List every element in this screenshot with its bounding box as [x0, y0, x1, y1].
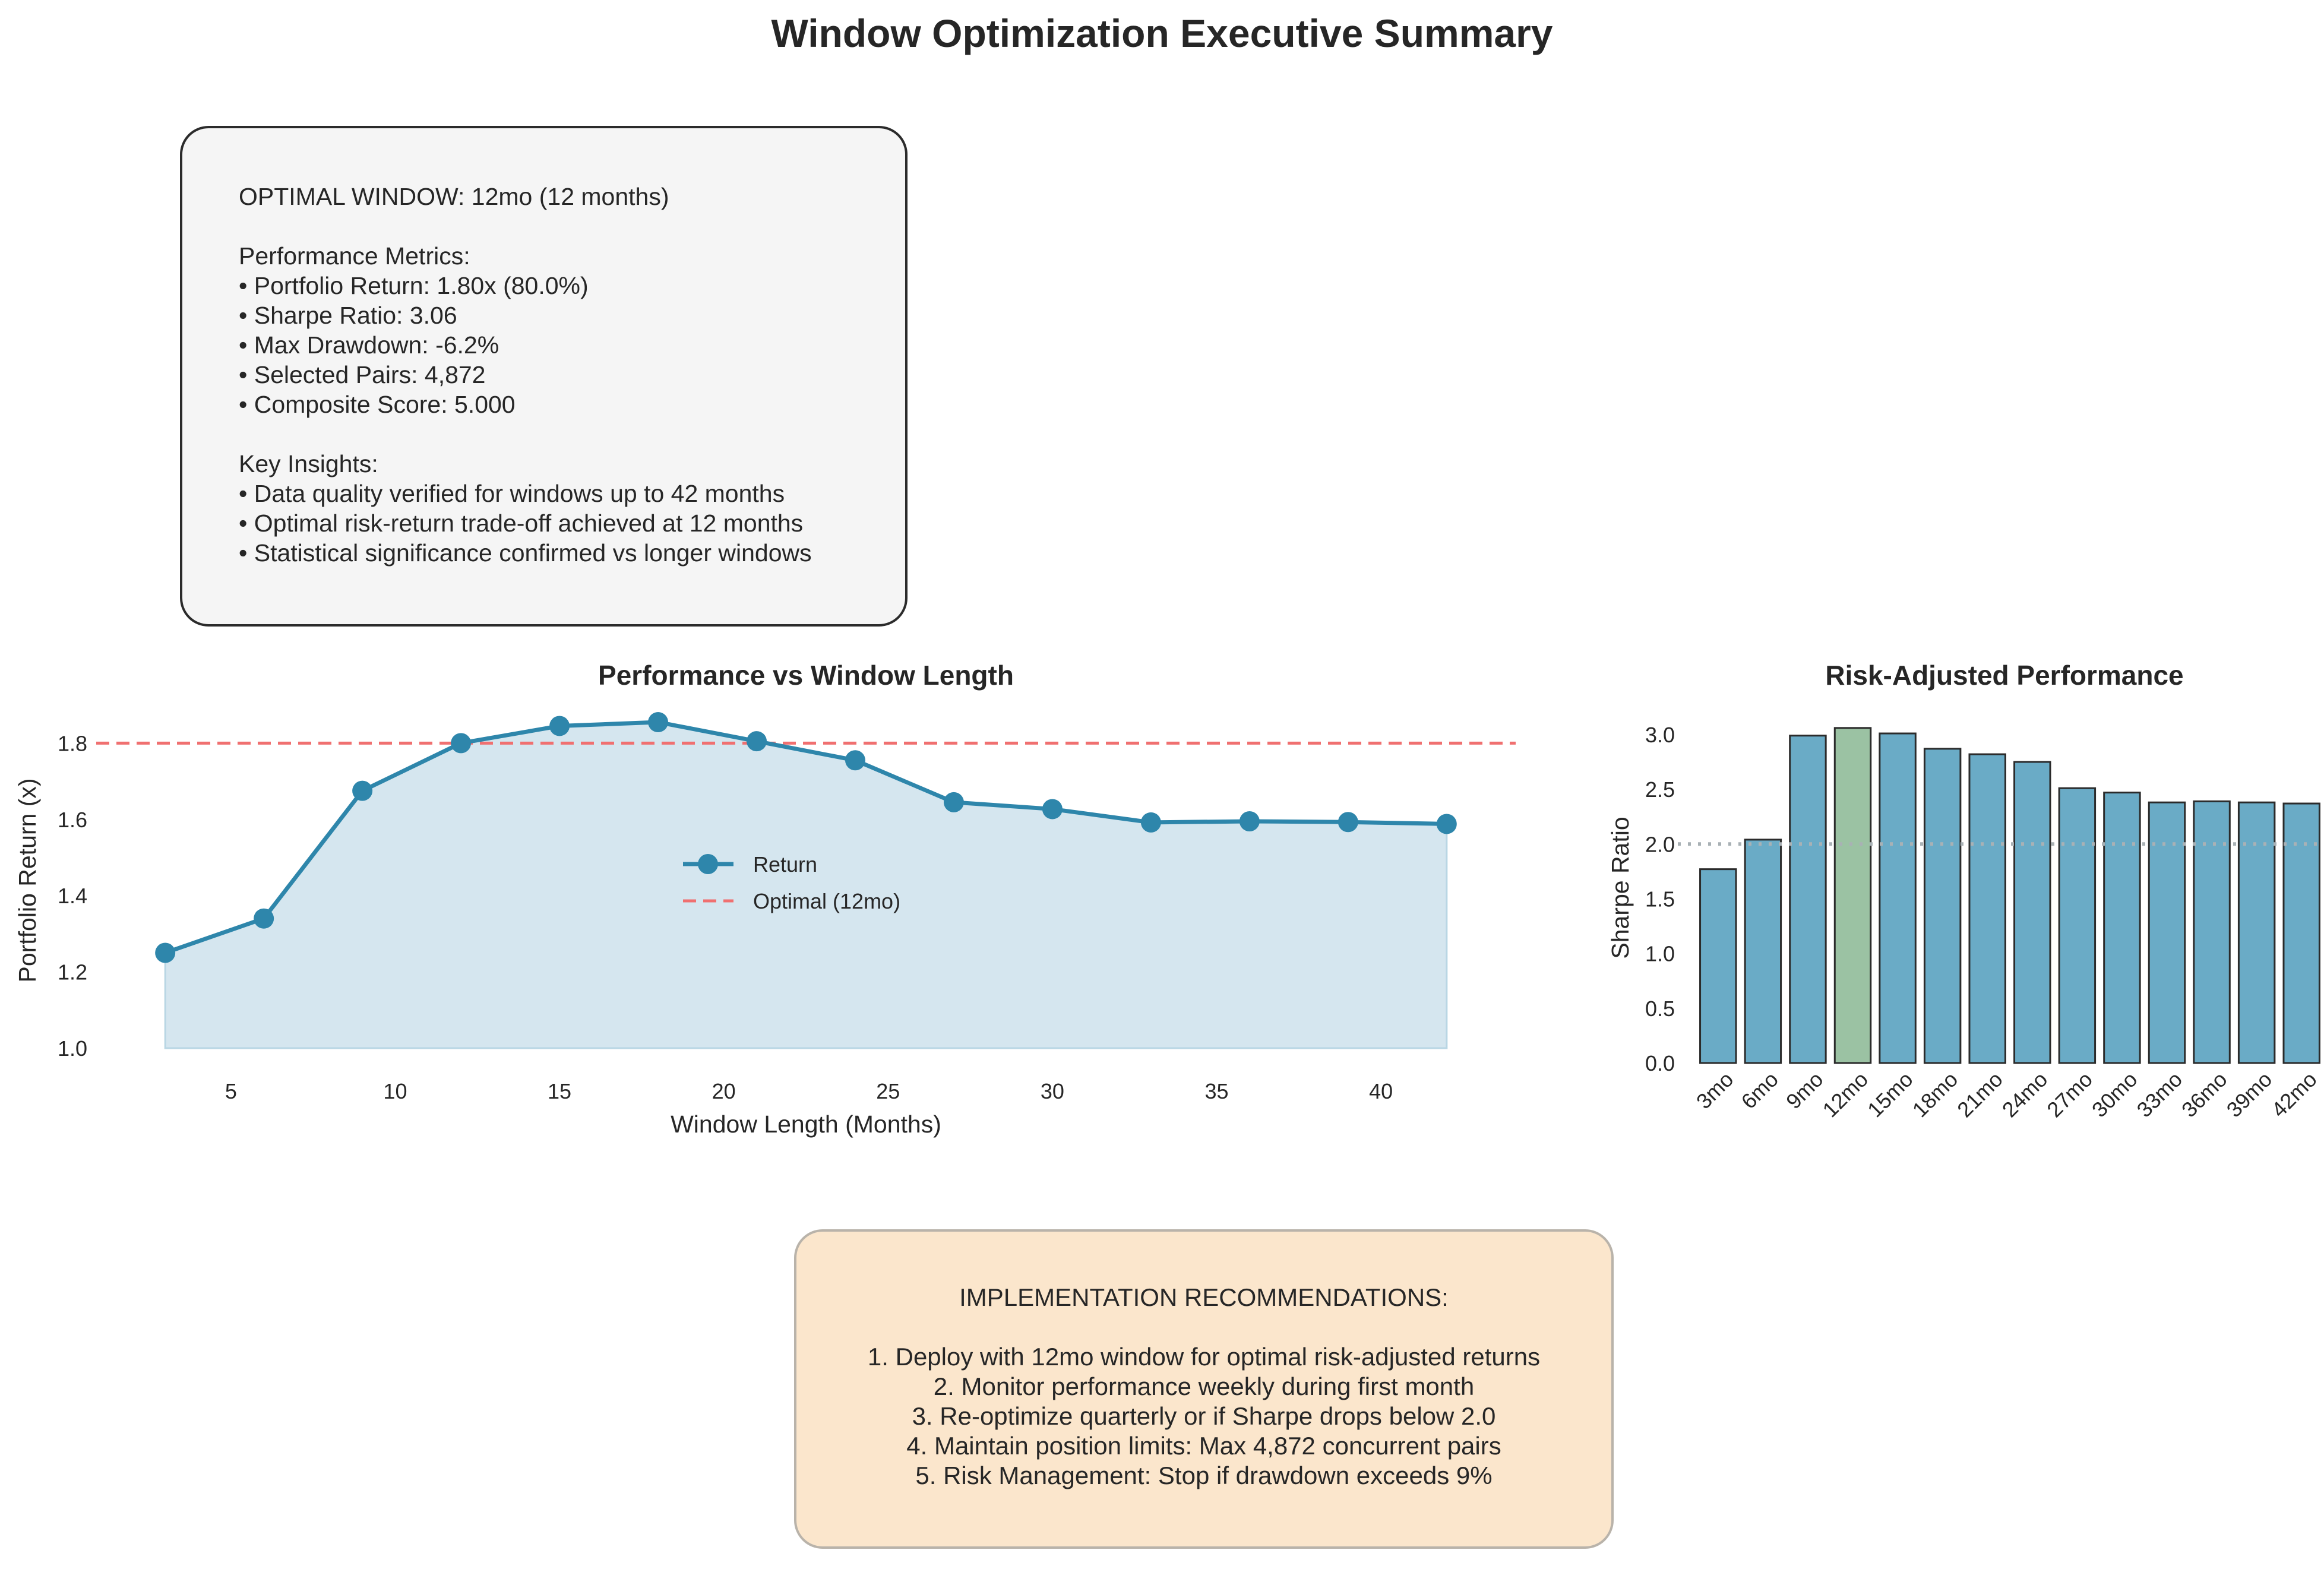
x-tick-label: 24mo — [1997, 1067, 2053, 1122]
metric-item: • Portfolio Return: 1.80x (80.0%) — [239, 272, 589, 299]
recommendations-header: IMPLEMENTATION RECOMMENDATIONS: — [959, 1283, 1449, 1311]
sharpe-bar — [2193, 800, 2231, 1064]
recommendation-item: 3. Re-optimize quarterly or if Sharpe dr… — [912, 1402, 1496, 1430]
x-tick-label: 33mo — [2132, 1067, 2187, 1122]
return-point — [155, 942, 176, 963]
metric-item: • Sharpe Ratio: 3.06 — [239, 302, 457, 329]
line-chart-title: Performance vs Window Length — [598, 660, 1014, 691]
sharpe-bar-chart: Risk-Adjusted Performance3mo6mo9mo12mo15… — [1607, 660, 2324, 1122]
bar-chart-title: Risk-Adjusted Performance — [1825, 660, 2183, 691]
return-point — [549, 716, 570, 736]
y-tick-label: 1.6 — [58, 808, 87, 832]
metric-item: • Selected Pairs: 4,872 — [239, 361, 486, 388]
sharpe-bar — [1879, 732, 1917, 1064]
insight-item: • Optimal risk-return trade-off achieved… — [239, 510, 804, 537]
summary-box: OPTIMAL WINDOW: 12mo (12 months) Perform… — [180, 126, 908, 627]
recommendation-item: 5. Risk Management: Stop if drawdown exc… — [915, 1461, 1493, 1489]
x-tick-label: 18mo — [1908, 1067, 1963, 1122]
x-tick-label: 30 — [1041, 1079, 1064, 1103]
x-axis-label: Window Length (Months) — [671, 1111, 941, 1138]
return-point — [1140, 812, 1161, 833]
x-tick-label: 30mo — [2087, 1067, 2142, 1122]
x-tick-label: 15 — [548, 1079, 571, 1103]
y-tick-label: 1.0 — [58, 1036, 87, 1061]
legend-optimal-label: Optimal (12mo) — [753, 889, 900, 913]
x-tick-label: 40 — [1369, 1079, 1393, 1103]
legend-return-marker — [698, 854, 718, 874]
page-title: Window Optimization Executive Summary — [771, 11, 1553, 55]
y-tick-label: 0.0 — [1645, 1051, 1675, 1075]
x-tick-label: 12mo — [1817, 1067, 1873, 1122]
x-tick-label: 10 — [383, 1079, 407, 1103]
return-point — [451, 733, 472, 754]
x-tick-label: 27mo — [2042, 1067, 2097, 1122]
return-point — [1239, 811, 1260, 831]
performance-line-chart: Performance vs Window Length 5 10 15 20 25 30 3… — [14, 660, 1516, 1138]
recommendations-box: IMPLEMENTATION RECOMMENDATIONS: 1. Deplo… — [794, 1229, 1614, 1549]
insight-item: • Statistical significance confirmed vs … — [239, 539, 812, 567]
return-point — [1436, 814, 1457, 834]
sharpe-bar — [2282, 802, 2320, 1064]
y-tick-label: 1.0 — [1645, 942, 1675, 966]
x-tick-label: 3mo — [1691, 1067, 1738, 1114]
recommendation-item: 4. Maintain position limits: Max 4,872 c… — [906, 1432, 1501, 1460]
return-point — [747, 731, 767, 752]
sharpe-bar — [1789, 735, 1827, 1064]
y-axis-label: Sharpe Ratio — [1607, 817, 1634, 958]
x-tick-label: 21mo — [1952, 1067, 2007, 1122]
sharpe-bar — [1833, 727, 1872, 1064]
y-tick-label: 3.0 — [1645, 723, 1675, 747]
sharpe-bar — [1699, 868, 1737, 1064]
metric-item: • Composite Score: 5.000 — [239, 391, 516, 418]
y-tick-label: 0.5 — [1645, 996, 1675, 1021]
return-point — [1338, 812, 1358, 833]
metrics-header: Performance Metrics: — [239, 242, 470, 270]
insight-item: • Data quality verified for windows up t… — [239, 480, 785, 507]
x-tick-label: 42mo — [2266, 1067, 2322, 1122]
sharpe-bar — [2148, 801, 2186, 1064]
return-point — [352, 780, 373, 801]
metric-item: • Max Drawdown: -6.2% — [239, 331, 499, 359]
sharpe-bar — [2237, 801, 2276, 1064]
sharpe-bar — [1923, 748, 1962, 1064]
return-point — [254, 908, 274, 929]
x-tick-label: 25 — [876, 1079, 900, 1103]
legend-return-label: Return — [753, 852, 817, 877]
y-tick-label: 2.5 — [1645, 777, 1675, 802]
sharpe-bar — [2058, 787, 2097, 1064]
return-area — [164, 721, 1448, 1049]
insights-header: Key Insights: — [239, 450, 378, 477]
recommendation-item: 1. Deploy with 12mo window for optimal r… — [867, 1343, 1541, 1371]
sharpe-bar — [2103, 792, 2141, 1064]
y-tick-label: 1.5 — [1645, 887, 1675, 911]
x-tick-label: 6mo — [1737, 1067, 1784, 1114]
return-point — [1042, 799, 1063, 820]
recommendation-item: 2. Monitor performance weekly during fir… — [933, 1372, 1475, 1400]
x-tick-label: 36mo — [2177, 1067, 2232, 1122]
return-point — [845, 750, 865, 771]
sharpe-bar — [2013, 761, 2051, 1064]
x-tick-label: 35 — [1205, 1079, 1229, 1103]
y-tick-label: 1.2 — [58, 960, 87, 985]
y-tick-label: 2.0 — [1645, 832, 1675, 856]
return-line — [165, 720, 1447, 955]
y-axis-label: Portfolio Return (x) — [14, 778, 41, 982]
y-tick-label: 1.4 — [58, 884, 87, 908]
sharpe-bar — [1968, 753, 2006, 1064]
return-point — [943, 792, 964, 812]
y-tick-label: 1.8 — [58, 731, 87, 755]
x-tick-label: 15mo — [1863, 1067, 1918, 1122]
optimal-window-text: OPTIMAL WINDOW: 12mo (12 months) — [239, 183, 669, 210]
sharpe-bar — [1744, 839, 1782, 1064]
return-point — [648, 712, 669, 733]
x-tick-label: 20 — [712, 1079, 736, 1103]
x-tick-label: 39mo — [2222, 1067, 2277, 1122]
x-tick-label: 5 — [225, 1079, 237, 1103]
